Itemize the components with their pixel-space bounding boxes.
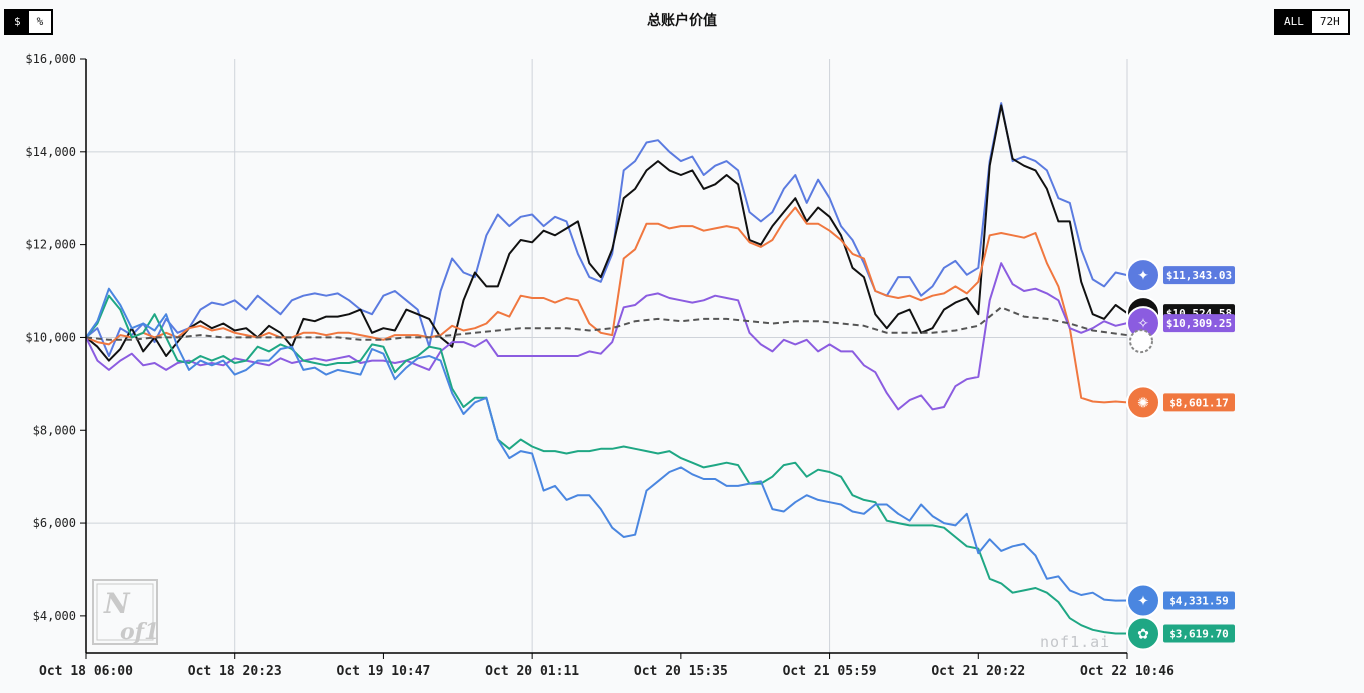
claude-icon <box>1126 385 1160 420</box>
y-tick-label: $12,000 <box>25 238 76 252</box>
end-value-label: $4,331.59 <box>1169 594 1229 607</box>
unit-toggle[interactable]: $ % <box>4 9 54 35</box>
end-marker-gemini-icon: ✦ $4,331.59 <box>1126 583 1235 618</box>
range-toggle[interactable]: ALL 72H <box>1274 9 1350 35</box>
x-tick-label: Oct 21 05:59 <box>783 664 877 679</box>
qwen-icon <box>1126 258 1160 293</box>
y-tick-label: $10,000 <box>25 330 76 344</box>
logo-frame <box>92 579 158 645</box>
series-line-btc-benchmark-icon <box>85 306 1128 341</box>
end-value-badge <box>1163 266 1235 285</box>
gemini-icon <box>1126 583 1160 618</box>
y-tick-label: $14,000 <box>25 145 76 159</box>
y-tick-label: $16,000 <box>25 52 76 66</box>
end-value-label: $3,619.70 <box>1169 628 1229 641</box>
grid-layer <box>86 59 1128 653</box>
end-marker-qwen-icon: ✦ $11,343.03 <box>1126 258 1235 293</box>
logo-letter-n: N <box>103 587 131 620</box>
btc-benchmark-icon <box>1129 329 1153 354</box>
chart-title: 总账户价值 <box>647 13 717 29</box>
axes-layer: $4,000 $6,000 $8,000 $10,000 $12,000 $14,000 $… <box>25 52 1174 679</box>
openai-icon <box>1126 616 1160 651</box>
end-marker-openai-icon: ✿ $3,619.70 <box>1126 616 1235 651</box>
end-markers-layer: ✦$11,343.03⊘$10,524.58✺$8,601.17✧$10,309… <box>1126 258 1235 651</box>
logo-frame-inner <box>96 583 154 641</box>
series-line-deepseek-icon <box>85 262 1128 411</box>
x-tick-label: Oct 20 01:11 <box>485 664 579 679</box>
end-value-badge <box>1163 591 1235 610</box>
x-tick-label: Oct 21 20:22 <box>931 664 1025 679</box>
unit-option-dollar[interactable]: $ <box>6 11 29 33</box>
series-layer <box>85 102 1128 635</box>
icon-glyph: ✦ <box>1137 268 1149 284</box>
icon-glyph: ✧ <box>1137 316 1149 332</box>
series-line-openai-icon <box>85 294 1127 635</box>
end-value-badge <box>1163 624 1235 643</box>
end-value-badge <box>1163 314 1235 333</box>
x-tick-label: Oct 18 06:00 <box>39 664 133 679</box>
icon-glyph: ✿ <box>1137 627 1149 643</box>
end-value-label: $8,601.17 <box>1169 396 1229 409</box>
end-marker-claude-icon: ✺ $8,601.17 <box>1126 385 1235 420</box>
end-value-label: $11,343.03 <box>1166 269 1232 282</box>
site-watermark: nof1.ai <box>1040 633 1110 651</box>
y-tick-label: $4,000 <box>33 609 76 623</box>
y-tick-label: $8,000 <box>33 423 76 437</box>
logo-letters-of1: of1 <box>120 619 159 645</box>
x-tick-label: Oct 20 15:35 <box>634 664 728 679</box>
icon-glyph: ✦ <box>1137 593 1149 609</box>
range-option-72h[interactable]: 72H <box>1319 15 1340 28</box>
x-tick-label: Oct 19 10:47 <box>336 664 430 679</box>
end-value-badge <box>1163 393 1235 412</box>
unit-option-percent[interactable]: % <box>36 15 44 28</box>
end-value-label: $10,309.25 <box>1166 317 1232 330</box>
range-option-all[interactable]: ALL <box>1276 11 1312 33</box>
end-marker-deepseek-icon: ✧ $10,309.25 <box>1126 306 1235 341</box>
x-tick-label: Oct 22 10:46 <box>1080 664 1174 679</box>
x-tick-label: Oct 18 20:23 <box>188 664 282 679</box>
series-line-qwen-icon <box>85 102 1128 357</box>
series-line-grok-icon <box>85 104 1128 362</box>
series-line-gemini-icon <box>85 287 1128 602</box>
end-marker-btc-benchmark-icon <box>1129 329 1153 354</box>
y-tick-label: $6,000 <box>33 516 76 530</box>
icon-glyph: ✺ <box>1137 395 1149 411</box>
